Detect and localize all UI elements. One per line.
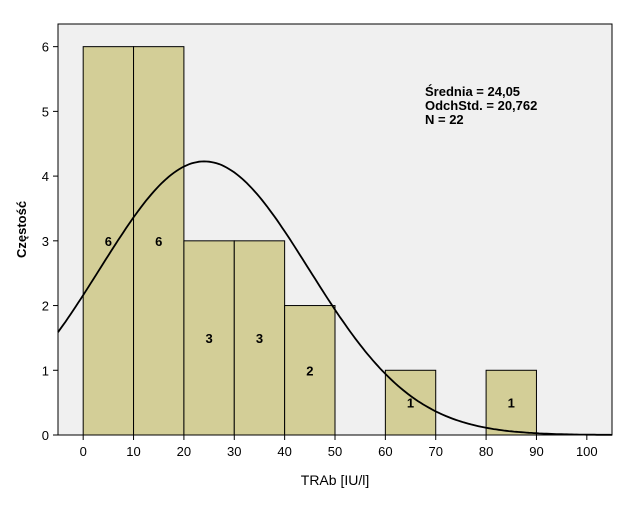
histogram-bar xyxy=(284,305,336,436)
y-tick-label: 1 xyxy=(42,363,49,378)
x-tick-label: 80 xyxy=(479,444,493,459)
x-tick-label: 0 xyxy=(80,444,87,459)
bar-count-label: 6 xyxy=(105,234,112,249)
histogram-bar xyxy=(133,46,185,436)
x-tick-label: 30 xyxy=(227,444,241,459)
x-axis: 0 10 20 30 40 50 60 70 80 90 100 xyxy=(80,435,598,459)
bar-count-label: 3 xyxy=(256,331,263,346)
histogram-bar xyxy=(233,240,286,436)
y-tick-label: 3 xyxy=(42,234,49,249)
bars-layer xyxy=(82,46,537,436)
x-tick-label: 40 xyxy=(277,444,291,459)
bar-count-label: 3 xyxy=(205,331,212,346)
x-tick-label: 60 xyxy=(378,444,392,459)
y-tick-label: 6 xyxy=(42,40,49,55)
bar-count-label: 2 xyxy=(306,363,313,378)
stats-annotation: Średnia = 24,05 OdchStd. = 20,762 N = 22 xyxy=(425,84,537,127)
bar-labels-layer: 6 6 3 3 2 1 1 xyxy=(105,234,515,411)
y-axis-label: Częstość xyxy=(14,201,29,258)
y-axis: 0 1 2 3 4 5 6 xyxy=(42,40,58,443)
y-tick-label: 5 xyxy=(42,104,49,119)
x-tick-label: 20 xyxy=(177,444,191,459)
stat-mean: Średnia = 24,05 xyxy=(425,84,520,99)
x-tick-label: 10 xyxy=(126,444,140,459)
stat-n: N = 22 xyxy=(425,112,464,127)
x-tick-label: 100 xyxy=(576,444,598,459)
histogram-bar xyxy=(82,46,135,436)
histogram-bar xyxy=(485,369,537,436)
histogram-bar xyxy=(183,240,235,436)
x-axis-label: TRAb [IU/l] xyxy=(301,472,369,488)
y-tick-label: 4 xyxy=(42,169,49,184)
x-tick-label: 90 xyxy=(529,444,543,459)
y-tick-label: 0 xyxy=(42,428,49,443)
bar-count-label: 1 xyxy=(508,396,515,411)
stat-sd: OdchStd. = 20,762 xyxy=(425,98,537,113)
x-tick-label: 50 xyxy=(328,444,342,459)
x-tick-label: 70 xyxy=(428,444,442,459)
y-tick-label: 2 xyxy=(42,299,49,314)
normal-curve xyxy=(57,160,613,436)
bar-count-label: 1 xyxy=(407,396,414,411)
bar-count-label: 6 xyxy=(155,234,162,249)
